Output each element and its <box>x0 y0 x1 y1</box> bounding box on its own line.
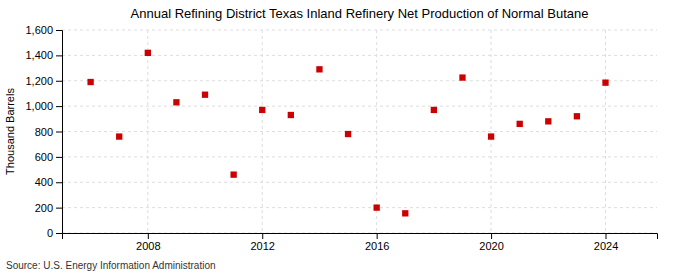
tick: 1,400 <box>25 49 62 61</box>
grid-line-x <box>605 30 606 233</box>
x-axis: 2008 2012 2016 2020 2024 <box>63 233 658 252</box>
tick-mark <box>56 182 62 183</box>
y-axis: 0 200 400 600 800 1,000 1,200 1,400 1,600 <box>25 24 62 239</box>
axis-line <box>56 31 63 234</box>
tick-mark <box>148 233 149 239</box>
tick: 2016 <box>365 233 389 252</box>
points <box>87 50 608 217</box>
tick-label: 2024 <box>594 240 618 252</box>
chart: 2008 2012 2016 2020 2024 0 200 400 600 800 1,000 1,… <box>0 0 675 275</box>
tick: 2008 <box>136 233 160 252</box>
tick-mark <box>56 208 62 209</box>
tick-mark <box>606 233 607 239</box>
point <box>202 92 208 98</box>
tick-mark <box>56 30 62 31</box>
point <box>374 204 380 210</box>
tick: 1,600 <box>25 24 62 36</box>
tick-label: 600 <box>35 151 53 163</box>
tick-label: 1,000 <box>25 100 53 112</box>
tick-label: 2008 <box>136 240 160 252</box>
tick: 2012 <box>250 233 274 252</box>
point <box>87 79 93 85</box>
point <box>602 79 608 85</box>
y-axis-label: Thousand Barrels <box>4 88 16 175</box>
point <box>230 171 236 177</box>
point <box>431 107 437 113</box>
axis-line <box>63 234 658 240</box>
tick: 1,000 <box>25 100 62 112</box>
tick: 600 <box>35 151 62 163</box>
tick: 400 <box>35 176 62 188</box>
grid-line-y <box>62 30 657 31</box>
point <box>259 107 265 113</box>
point <box>545 118 551 124</box>
point <box>116 133 122 139</box>
tick-label: 2016 <box>365 240 389 252</box>
plot-area: 2008 2012 2016 2020 2024 0 200 400 600 800 1,000 1,… <box>25 24 657 252</box>
point <box>402 210 408 216</box>
tick-mark <box>56 132 62 133</box>
grid-line-y <box>62 156 657 157</box>
tick-label: 1,600 <box>25 24 53 36</box>
tick-label: 400 <box>35 176 53 188</box>
point <box>345 131 351 137</box>
point <box>316 66 322 72</box>
point <box>488 133 494 139</box>
tick-mark <box>491 233 492 239</box>
grid-line-y <box>62 55 657 56</box>
tick: 1,200 <box>25 75 62 87</box>
tick-mark <box>56 55 62 56</box>
tick: 2020 <box>479 233 503 252</box>
tick-mark <box>377 233 378 239</box>
grid <box>62 30 657 233</box>
tick: 800 <box>35 126 62 138</box>
grid-line-y <box>62 131 657 132</box>
tick-label: 800 <box>35 126 53 138</box>
tick-label: 1,200 <box>25 75 53 87</box>
tick-mark <box>56 106 62 107</box>
tick: 200 <box>35 202 62 214</box>
tick-mark <box>56 157 62 158</box>
point <box>574 113 580 119</box>
tick-mark <box>56 81 62 82</box>
grid-line-y <box>62 182 657 183</box>
source: Source: U.S. Energy Information Administ… <box>6 260 216 271</box>
tick: 0 <box>47 227 62 239</box>
tick-label: 2020 <box>479 240 503 252</box>
point <box>517 121 523 127</box>
point <box>145 50 151 56</box>
tick-label: 0 <box>47 227 53 239</box>
point <box>173 99 179 105</box>
grid-line-y <box>62 106 657 107</box>
point <box>288 112 294 118</box>
point <box>459 74 465 80</box>
grid-line-y <box>62 80 657 81</box>
tick-mark <box>262 233 263 239</box>
tick-mark <box>56 233 62 234</box>
grid-line-y <box>62 207 657 208</box>
tick-label: 200 <box>35 202 53 214</box>
tick-label: 1,400 <box>25 49 53 61</box>
tick: 2024 <box>594 233 618 252</box>
tick-label: 2012 <box>250 240 274 252</box>
title: Annual Refining District Texas Inland Re… <box>131 6 589 21</box>
